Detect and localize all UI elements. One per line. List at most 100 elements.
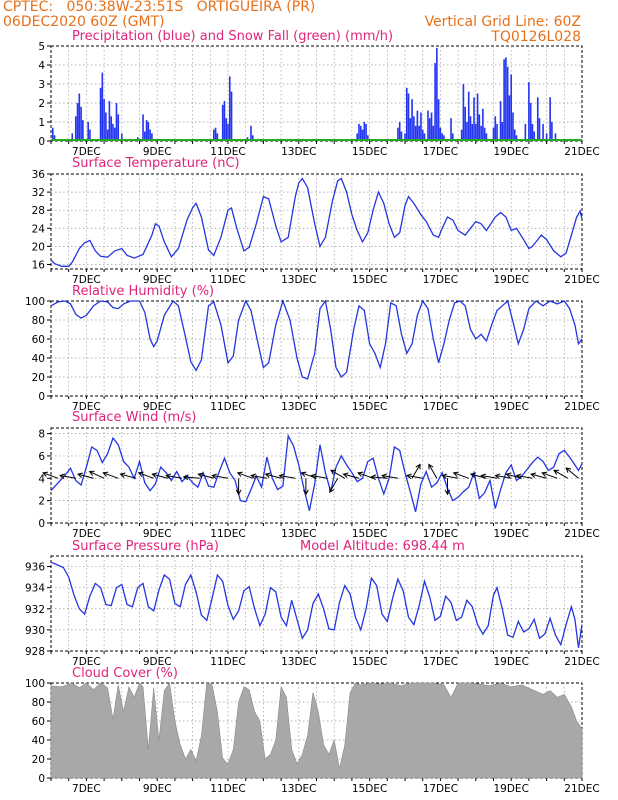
precip-bar: [113, 127, 116, 141]
wind-vector-head: [405, 473, 412, 480]
precip-bar: [115, 103, 118, 141]
precip-bar: [441, 133, 443, 141]
wind-vector: [77, 473, 94, 479]
precip-bar: [512, 112, 514, 141]
precip-bar: [221, 104, 224, 141]
precip-bar: [411, 99, 413, 141]
wind-vector-head: [505, 472, 512, 478]
wind-vector: [382, 475, 399, 479]
precip-bar: [407, 93, 410, 141]
wind-vector-head: [58, 473, 65, 480]
precip-bar: [496, 123, 498, 141]
precip-bar: [469, 116, 472, 141]
wind-vector: [453, 472, 469, 479]
wind-vector: [329, 478, 339, 493]
wind-vector: [531, 473, 547, 479]
humidity-panel-title: Relative Humidity (%): [72, 284, 215, 299]
wind-xtick-label: 7DEC: [72, 528, 101, 540]
precip-ytick-label: 3: [38, 79, 45, 91]
rh-panel: [47, 298, 583, 399]
precip-bar: [361, 129, 364, 141]
precip-bar: [365, 123, 367, 141]
precip-bar: [420, 112, 422, 141]
wind-xtick-label: 15DEC: [352, 528, 387, 540]
precip-bar: [405, 87, 408, 141]
wind-vector: [89, 471, 105, 479]
precip-bar: [397, 127, 399, 141]
precip-bar: [227, 123, 229, 141]
wind-vector-head: [197, 472, 204, 478]
precip-bar: [432, 125, 435, 141]
precip-bar: [367, 135, 369, 141]
wind-vector: [166, 475, 183, 479]
cloud-ytick-label: 100: [25, 678, 45, 690]
press-panel: [47, 555, 583, 654]
wind-panel: [42, 427, 583, 526]
precip-bar: [529, 103, 532, 141]
precip-bar: [506, 66, 509, 141]
precip-bar: [108, 101, 111, 141]
precip-bar: [499, 101, 502, 141]
rh-ytick-label: 0: [38, 391, 45, 403]
cloud-xtick-label: 13DEC: [281, 783, 316, 795]
precip-ytick-label: 2: [38, 98, 45, 110]
precip-bar: [142, 114, 144, 141]
wind-xtick-label: 19DEC: [493, 528, 528, 540]
precip-bar: [358, 123, 360, 141]
precip-bar: [71, 133, 74, 141]
precip-xtick-label: 9DEC: [143, 146, 172, 158]
wind-vector: [279, 475, 296, 479]
wind-vector: [120, 473, 137, 479]
wind-vector-head: [300, 471, 307, 477]
press-xtick-label: 9DEC: [143, 656, 172, 668]
precip-bar: [549, 97, 551, 141]
wind-vector-head: [77, 472, 84, 478]
precip-bar: [76, 103, 79, 141]
wind-ytick-label: 2: [38, 496, 45, 508]
wind-vector-head: [444, 489, 451, 496]
wind-vector: [311, 475, 328, 479]
precip-bar: [551, 122, 553, 141]
cloud-xtick-label: 21DEC: [564, 783, 599, 795]
wind-vector-head: [494, 473, 501, 480]
wind-ytick-label: 0: [38, 518, 45, 530]
precip-bar: [356, 133, 359, 141]
wind-vector: [330, 469, 346, 479]
wind-vector-head: [553, 469, 559, 475]
precip-bar: [536, 97, 539, 141]
precip-bar: [214, 127, 217, 141]
rh-ytick-label: 60: [32, 334, 45, 346]
wind-xtick-label: 11DEC: [210, 528, 245, 540]
press-xtick-label: 7DEC: [72, 656, 101, 668]
precip-bar: [436, 47, 438, 141]
wind-vector: [138, 472, 154, 479]
precip-bar: [524, 123, 527, 141]
precip-panel-title: Precipitation (blue) and Snow Fall (gree…: [72, 29, 394, 44]
precip-bar: [106, 129, 109, 141]
rh-xtick-label: 13DEC: [281, 401, 316, 413]
precip-bar: [82, 120, 84, 141]
cloud-xtick-label: 11DEC: [210, 783, 245, 795]
rh-xtick-label: 9DEC: [143, 401, 172, 413]
precip-bar: [428, 118, 431, 141]
temp-xtick-label: 17DEC: [423, 274, 458, 286]
precip-xtick-label: 7DEC: [72, 146, 101, 158]
precip-bar: [531, 123, 534, 141]
cloud-ytick-label: 60: [32, 716, 45, 728]
precip-bar: [398, 122, 401, 141]
model-altitude-label: Model Altitude: 698.44 m: [300, 539, 465, 554]
wind-vector-head: [530, 472, 537, 478]
precip-bar: [508, 95, 511, 141]
precip-bar: [467, 91, 470, 141]
wind-ytick-label: 6: [38, 451, 45, 463]
rh-ytick-label: 80: [32, 315, 45, 327]
precip-bar: [443, 135, 445, 141]
precip-bar: [120, 133, 123, 141]
wind-vector-head: [151, 472, 158, 478]
precip-bar: [89, 129, 91, 141]
cloud-xtick-label: 19DEC: [493, 783, 528, 795]
temp-xtick-label: 11DEC: [210, 274, 245, 286]
precip-bar: [147, 122, 150, 141]
wind-vector-head: [42, 471, 49, 477]
wind-vector: [103, 472, 119, 479]
